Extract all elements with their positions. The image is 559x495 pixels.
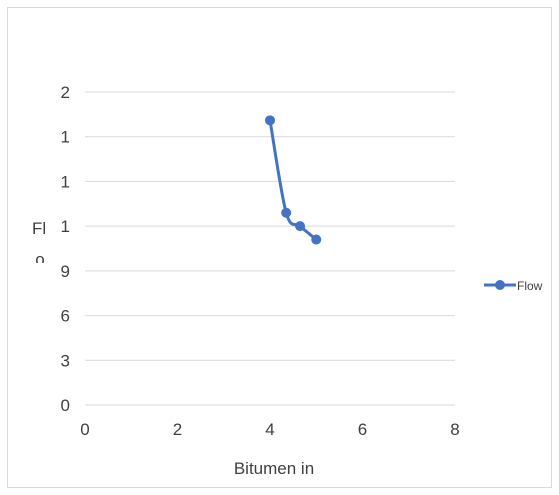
y-tick-label-7: 2 bbox=[61, 83, 70, 102]
y-tick-label-0: 0 bbox=[61, 396, 70, 415]
y-tick-label-5: 1 bbox=[61, 172, 70, 191]
legend: Flow bbox=[484, 279, 543, 293]
y-tick-label-3: 9 bbox=[61, 262, 70, 281]
y-tick-labels: 0 3 6 9 1 1 1 2 bbox=[61, 83, 70, 415]
x-axis-title: Bitumen in bbox=[234, 459, 314, 478]
y-axis-title: Fl bbox=[32, 219, 46, 238]
x-tick-label-3: 6 bbox=[358, 420, 367, 439]
x-tick-label-1: 2 bbox=[173, 420, 182, 439]
y-axis-title-overflow: o bbox=[35, 250, 44, 269]
data-point-0-0 bbox=[265, 115, 275, 126]
data-point-0-3 bbox=[311, 234, 322, 245]
y-tick-label-4: 1 bbox=[61, 217, 70, 236]
legend-label-flow: Flow bbox=[517, 279, 543, 293]
x-tick-label-0: 0 bbox=[80, 420, 89, 439]
series-layer bbox=[265, 115, 322, 245]
chart-area bbox=[7, 7, 552, 488]
x-tick-labels: 0 2 4 6 8 bbox=[80, 420, 459, 439]
x-tick-label-2: 4 bbox=[265, 420, 274, 439]
y-tick-label-6: 1 bbox=[61, 128, 70, 147]
y-tick-label-1: 3 bbox=[61, 351, 70, 370]
data-point-0-2 bbox=[295, 221, 306, 232]
series-line-0 bbox=[268, 118, 318, 242]
y-tick-label-2: 6 bbox=[61, 307, 70, 326]
gridlines bbox=[85, 91, 455, 406]
data-point-0-1 bbox=[281, 207, 292, 218]
x-tick-label-4: 8 bbox=[450, 420, 459, 439]
legend-marker bbox=[495, 280, 505, 290]
